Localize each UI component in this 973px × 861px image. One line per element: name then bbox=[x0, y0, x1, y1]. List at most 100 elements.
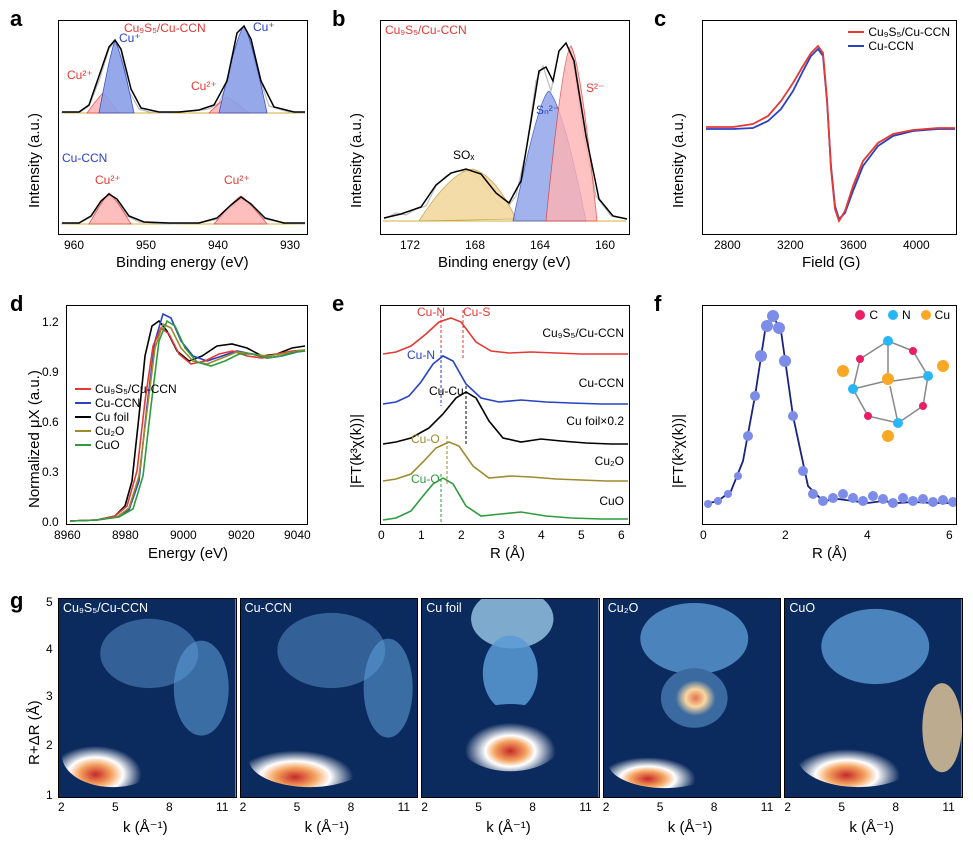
tick: 2 bbox=[421, 800, 428, 814]
panel-e-cuo1: Cu-O bbox=[411, 432, 440, 446]
tick: 160 bbox=[595, 238, 615, 252]
panel-c-xlabel: Field (G) bbox=[802, 254, 860, 271]
panel-d: d Normalized μX (a.u.) Cu₉S₅/Cu-CCN Cu-C… bbox=[8, 293, 318, 573]
tick: 0.3 bbox=[42, 465, 59, 479]
tick: 8960 bbox=[54, 528, 81, 542]
panel-a-xlabel: Binding energy (eV) bbox=[116, 254, 249, 271]
panel-e-cucu: Cu-Cu bbox=[429, 384, 464, 398]
tick: 5 bbox=[46, 595, 53, 609]
tick: 2 bbox=[58, 800, 65, 814]
panel-e-plot: Cu-N Cu-S Cu-N Cu-Cu Cu-O Cu-O Cu₉S₅/Cu-… bbox=[380, 305, 630, 525]
panel-b: b Intensity (a.u.) Cu₉S₅/Cu-CCN SOₓ Sₙ²⁻… bbox=[330, 8, 640, 278]
panel-e-s1: Cu-CCN bbox=[579, 376, 624, 390]
tick: 2 bbox=[240, 800, 247, 814]
panel-e-s0: Cu₉S₅/Cu-CCN bbox=[542, 326, 624, 340]
tick: 3600 bbox=[840, 238, 867, 252]
panel-d-xlabel: Energy (eV) bbox=[148, 545, 228, 562]
tick: 4 bbox=[864, 528, 871, 542]
panel-a-ylabel: Intensity (a.u.) bbox=[26, 113, 43, 208]
panel-d-ylabel: Normalized μX (a.u.) bbox=[26, 370, 43, 508]
legend-text: Cu foil bbox=[95, 410, 129, 424]
panel-b-ylabel: Intensity (a.u.) bbox=[348, 113, 365, 208]
tick: 2 bbox=[782, 528, 789, 542]
heatmap-4-title: Cu₂O bbox=[608, 601, 639, 615]
tick: 950 bbox=[136, 238, 156, 252]
tick: 0.9 bbox=[42, 365, 59, 379]
tick: 1 bbox=[418, 528, 425, 542]
heatmap-3 bbox=[421, 598, 600, 798]
panel-d-label: d bbox=[10, 291, 23, 317]
panel-e-xlabel: R (Å) bbox=[490, 545, 525, 562]
tick: 8 bbox=[348, 800, 355, 814]
tick: 8 bbox=[711, 800, 718, 814]
tick: 2 bbox=[784, 800, 791, 814]
legend-text: Cu bbox=[935, 308, 950, 322]
tick: 3 bbox=[498, 528, 505, 542]
panel-a-cu1-top-r: Cu⁺ bbox=[253, 20, 275, 34]
tick: 0.6 bbox=[42, 415, 59, 429]
tick: 5 bbox=[294, 800, 301, 814]
panel-g-label: g bbox=[10, 588, 23, 614]
panel-g-xlabel: k (Å⁻¹) bbox=[486, 818, 531, 836]
panel-c-svg bbox=[703, 21, 957, 235]
panel-c-legend: Cu₉S₅/Cu-CCN Cu-CCN bbox=[848, 25, 950, 53]
legend-text: N bbox=[902, 308, 911, 322]
tick: 5 bbox=[112, 800, 119, 814]
heatmap-group: Cu₉S₅/Cu-CCN Cu-CCN bbox=[58, 598, 963, 798]
tick: 11 bbox=[942, 800, 954, 814]
panel-g-ylabel: R+ΔR (Å) bbox=[26, 700, 43, 765]
panel-f-xlabel: R (Å) bbox=[812, 545, 847, 562]
panel-e-cun: Cu-N bbox=[417, 305, 445, 319]
tick: 940 bbox=[208, 238, 228, 252]
figure-root: a Intensity (a.u.) bbox=[0, 0, 973, 861]
panel-a-cu1-top-l: Cu⁺ bbox=[119, 31, 141, 45]
tick: 11 bbox=[398, 800, 410, 814]
tick: 3 bbox=[46, 689, 53, 703]
tick: 8 bbox=[529, 800, 536, 814]
tick: 2800 bbox=[714, 238, 741, 252]
tick: 4000 bbox=[903, 238, 930, 252]
legend-text: Cu₉S₅/Cu-CCN bbox=[868, 25, 950, 39]
heatmap-5-title: CuO bbox=[789, 601, 815, 615]
panel-b-s: S²⁻ bbox=[586, 81, 604, 95]
tick: 6 bbox=[618, 528, 625, 542]
panel-a-cu2-bot-r: Cu²⁺ bbox=[224, 173, 250, 187]
panel-f-label: f bbox=[654, 291, 661, 317]
panel-e-s4: CuO bbox=[599, 494, 624, 508]
panel-e-cus: Cu-S bbox=[463, 305, 490, 319]
tick: 172 bbox=[400, 238, 420, 252]
legend-text: Cu-CCN bbox=[95, 396, 140, 410]
panel-b-label: b bbox=[332, 6, 345, 32]
panel-a: a Intensity (a.u.) bbox=[8, 8, 318, 278]
heatmap-2 bbox=[240, 598, 419, 798]
tick: 9020 bbox=[228, 528, 255, 542]
tick: 9000 bbox=[170, 528, 197, 542]
tick: 0.0 bbox=[42, 515, 59, 529]
heatmap-3-title: Cu foil bbox=[426, 601, 461, 615]
panel-d-plot: Cu₉S₅/Cu-CCN Cu-CCN Cu foil Cu₂O CuO bbox=[66, 305, 308, 525]
tick: 9040 bbox=[284, 528, 311, 542]
tick: 0 bbox=[378, 528, 385, 542]
panel-b-plot: Cu₉S₅/Cu-CCN SOₓ Sₙ²⁻ S²⁻ bbox=[380, 20, 630, 235]
panel-a-label: a bbox=[10, 6, 22, 32]
tick: 164 bbox=[530, 238, 550, 252]
tick: 3200 bbox=[777, 238, 804, 252]
tick: 2 bbox=[603, 800, 610, 814]
panel-e-s2: Cu foil×0.2 bbox=[566, 414, 624, 428]
panel-b-xlabel: Binding energy (eV) bbox=[438, 254, 571, 271]
panel-a-plot: Cu₉S₅/Cu-CCN Cu⁺ Cu²⁺ Cu⁺ Cu²⁺ Cu-CCN Cu… bbox=[58, 20, 308, 235]
panel-b-title: Cu₉S₅/Cu-CCN bbox=[385, 23, 467, 37]
panel-f-plot: C N Cu bbox=[702, 305, 957, 525]
tick: 5 bbox=[657, 800, 664, 814]
panel-a-cu2-top-l: Cu²⁺ bbox=[67, 68, 93, 82]
panel-e: e |FT(k³χ(k))| bbox=[330, 293, 640, 573]
tick: 6 bbox=[946, 528, 953, 542]
tick: 11 bbox=[761, 800, 773, 814]
tick: 5 bbox=[475, 800, 482, 814]
panel-b-sox: SOₓ bbox=[453, 148, 474, 162]
heatmap-xaxes: 2 5 8 11 k (Å⁻¹) 2 5 8 11 k (Å⁻¹) 2 5 8 … bbox=[58, 800, 963, 845]
panel-c: c Intensity (a.u.) Cu₉S₅/Cu-CCN Cu-CCN 2… bbox=[652, 8, 967, 278]
panel-a-cu2-bot-l: Cu²⁺ bbox=[95, 173, 121, 187]
panel-f-svg bbox=[703, 306, 957, 525]
tick: 5 bbox=[838, 800, 845, 814]
